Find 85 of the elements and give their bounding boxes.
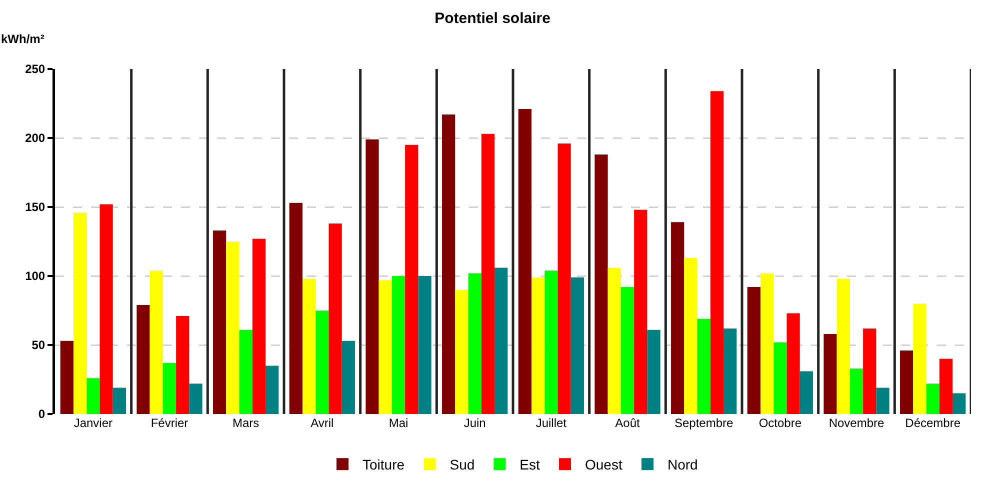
bar: [289, 202, 302, 414]
bar: [392, 276, 406, 414]
bar: [266, 366, 279, 414]
bar: [952, 393, 966, 414]
x-tick-label: Décembre: [905, 416, 961, 430]
bar: [800, 371, 813, 414]
bar: [876, 388, 890, 414]
bar: [634, 210, 648, 414]
bar: [836, 278, 850, 414]
y-axis-title: kWh/m²: [1, 32, 44, 46]
bar: [252, 238, 266, 414]
bar: [468, 273, 482, 414]
bar: [213, 230, 226, 414]
x-tick-label: Août: [615, 416, 641, 430]
legend-label: Toiture: [362, 456, 405, 473]
bar: [176, 316, 190, 414]
chart-title: Potentiel solaire: [434, 10, 550, 27]
x-tick-label: Septembre: [674, 416, 734, 430]
bar: [328, 224, 342, 414]
bar: [774, 342, 787, 414]
x-tick-label: Mai: [388, 416, 408, 430]
bar: [684, 258, 698, 414]
bar: [136, 304, 150, 414]
legend-label: Sud: [450, 456, 475, 473]
x-tick-label: Janvier: [74, 416, 113, 430]
bar: [302, 278, 316, 414]
x-tick-label: Avril: [310, 416, 334, 430]
bar: [747, 287, 760, 414]
bar: [697, 318, 710, 414]
bar: [86, 378, 100, 414]
x-tick-label: Mars: [232, 416, 260, 430]
y-tick-label: 0: [38, 407, 46, 422]
y-tick-label: 250: [25, 62, 46, 76]
bar: [481, 134, 495, 414]
bar: [671, 222, 684, 414]
bar: [786, 313, 800, 414]
legend-label: Ouest: [584, 456, 622, 473]
bar: [608, 268, 621, 414]
legend-label: Nord: [667, 456, 698, 473]
bar: [239, 330, 252, 414]
bar: [760, 273, 774, 414]
bar: [342, 340, 355, 414]
x-tick-label: Juin: [464, 416, 486, 430]
bar: [162, 362, 176, 414]
bar: [378, 280, 392, 414]
y-tick-label: 200: [25, 131, 46, 146]
bar: [316, 310, 329, 414]
bar: [558, 144, 571, 414]
y-tick-label: 100: [25, 269, 46, 284]
x-tick-label: Octobre: [758, 416, 802, 430]
bar: [620, 287, 634, 414]
bar: [926, 384, 940, 414]
bar: [544, 270, 558, 414]
y-tick-label: 50: [32, 338, 46, 352]
bar: [442, 114, 456, 414]
bar: [710, 91, 724, 414]
bar: [863, 328, 876, 414]
bar: [418, 276, 432, 414]
bar: [226, 242, 240, 414]
x-tick-label: Novembre: [828, 416, 884, 430]
y-tick-label: 150: [25, 200, 46, 214]
legend-label: Est: [520, 456, 540, 473]
bar: [913, 304, 926, 414]
bar: [100, 204, 113, 414]
bar: [60, 340, 74, 414]
bar: [405, 144, 418, 414]
bar: [73, 212, 87, 414]
bar: [366, 139, 379, 414]
bar: [900, 350, 914, 414]
bar: [724, 328, 737, 414]
x-tick-label: Février: [150, 416, 188, 430]
bar: [112, 388, 126, 414]
bar: [150, 270, 163, 414]
bar: [531, 277, 545, 414]
bar: [939, 358, 953, 414]
bar: [455, 290, 468, 414]
bar: [824, 334, 837, 414]
bar: [850, 368, 864, 414]
bar: [189, 384, 202, 414]
bar: [594, 154, 608, 414]
bar: [518, 109, 532, 414]
bar: [647, 330, 660, 414]
bar: [494, 268, 508, 414]
x-tick-label: Juillet: [536, 416, 568, 430]
bar: [570, 277, 584, 414]
